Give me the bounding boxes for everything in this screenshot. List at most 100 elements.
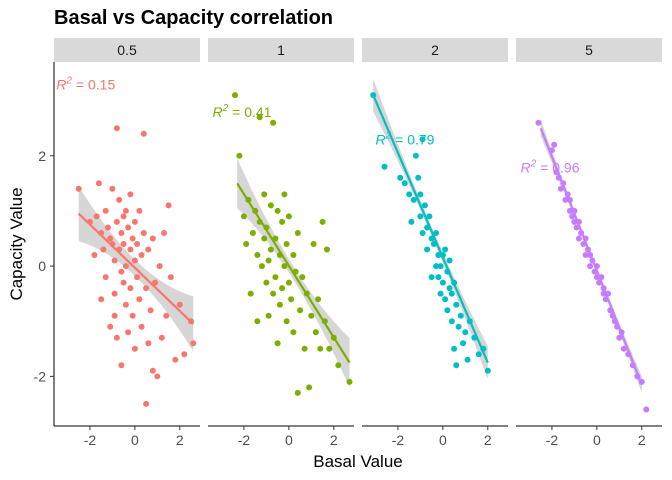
data-point (274, 340, 281, 347)
data-point (448, 318, 455, 325)
data-point (288, 296, 295, 303)
data-point (107, 323, 114, 330)
data-point (562, 196, 569, 203)
data-point (91, 252, 98, 258)
data-point (281, 191, 288, 198)
facet-strip (362, 38, 508, 62)
data-point (319, 218, 326, 225)
data-point (120, 213, 127, 220)
data-point (232, 92, 238, 99)
data-point (158, 334, 165, 341)
data-point (122, 263, 129, 270)
data-point (412, 152, 419, 159)
data-point (274, 207, 281, 214)
data-point (281, 263, 288, 270)
data-point (127, 285, 134, 292)
data-point (261, 235, 268, 242)
data-point (134, 274, 141, 281)
data-point (582, 252, 589, 258)
data-point (437, 263, 444, 270)
facet-strip-label: 0.5 (117, 42, 137, 58)
data-point (267, 246, 274, 253)
x-tick-label: 2 (330, 432, 338, 448)
data-point (131, 218, 138, 225)
data-point (116, 196, 123, 203)
data-point (152, 279, 159, 286)
data-point (279, 285, 286, 292)
data-point (75, 185, 82, 192)
data-point (415, 174, 422, 181)
x-tick-label: 0 (131, 432, 139, 448)
data-point (324, 246, 330, 253)
data-point (265, 312, 272, 319)
data-point (156, 263, 163, 270)
data-point (122, 207, 129, 214)
data-point (113, 218, 120, 225)
data-point (294, 389, 301, 396)
data-point (310, 241, 317, 247)
data-point (462, 329, 469, 336)
facet-panel-5: 5 -2 0 2 R2 = 0.96 (516, 38, 662, 448)
data-point (426, 213, 433, 220)
data-point (145, 246, 152, 253)
data-point (109, 185, 116, 192)
regression-line (539, 127, 643, 386)
data-point (104, 224, 111, 231)
data-point (136, 296, 143, 303)
data-point (249, 230, 256, 236)
data-point (236, 152, 243, 159)
regression-line (77, 212, 195, 325)
data-point (258, 263, 265, 270)
data-point (138, 323, 145, 330)
data-point (317, 345, 324, 352)
facet-panel-2: 2 -2 0 2 R2 = 0.79 (362, 38, 508, 448)
data-point (254, 252, 261, 258)
data-point (442, 296, 449, 303)
data-point (256, 114, 263, 121)
r-squared-label: R2 = 0.96 (520, 158, 579, 175)
data-point (448, 290, 455, 297)
facet-strip (54, 38, 200, 62)
x-tick-label: -2 (546, 432, 559, 448)
data-point (263, 279, 270, 286)
facet-strip-label: 2 (431, 42, 439, 58)
x-tick-label: 0 (439, 432, 447, 448)
data-point (446, 285, 453, 292)
data-point (442, 246, 449, 253)
data-point (437, 290, 444, 297)
data-point (111, 312, 118, 319)
data-point (118, 230, 125, 236)
data-point (161, 230, 168, 236)
x-tick-label: -2 (238, 432, 251, 448)
x-tick-label: 2 (176, 432, 184, 448)
data-point (102, 207, 109, 214)
data-point (111, 257, 118, 264)
facets-layer: 0.5 -2 0 2 -2 0 2 R2 = 0.15 1 -2 0 2 R2 = 0.41 2 -2 0 2 R2 =… (34, 38, 662, 448)
data-point (243, 241, 250, 247)
data-point (149, 367, 156, 374)
data-point (406, 191, 413, 198)
data-point (457, 312, 464, 319)
y-tick-label: 0 (38, 258, 46, 274)
data-point (95, 180, 102, 187)
r-squared-label: R2 = 0.79 (375, 131, 434, 148)
data-point (131, 257, 138, 264)
data-point (276, 301, 283, 308)
data-point (419, 136, 426, 143)
data-point (279, 218, 286, 225)
data-point (127, 191, 134, 198)
data-point (147, 307, 154, 314)
data-point (129, 235, 136, 242)
data-point (453, 301, 460, 308)
data-point (270, 290, 277, 297)
data-point (267, 202, 274, 209)
data-point (143, 400, 150, 407)
data-point (439, 279, 446, 286)
data-point (484, 367, 491, 374)
x-tick-label: 0 (593, 432, 601, 448)
data-point (176, 301, 183, 308)
data-point (401, 180, 408, 187)
data-point (335, 362, 342, 369)
facet-strip (208, 38, 354, 62)
